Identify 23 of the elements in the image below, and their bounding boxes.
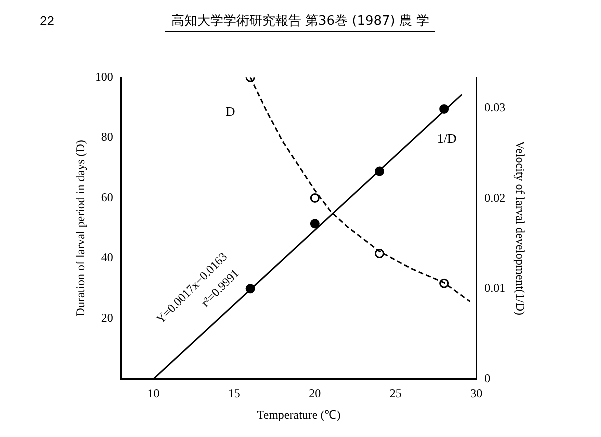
y-tick-label: 100	[95, 70, 114, 84]
text: 22	[40, 14, 54, 29]
x-axis-title: Temperature (℃)	[257, 408, 341, 422]
x-tick-label: 10	[148, 386, 160, 401]
y2-tick-label: 0.03	[484, 100, 506, 114]
x-tick-label: 15	[228, 386, 240, 401]
series-label: 1/D	[437, 131, 457, 146]
y2-axis-title: Velocity of larval development(1/D)	[514, 141, 528, 316]
point	[310, 219, 320, 229]
y-tick-label: 20	[101, 311, 114, 326]
y-axis-title: Duration of larval period in days (D)	[73, 140, 88, 317]
x-tick-label: 30	[470, 386, 483, 401]
y-tick-label: 40	[101, 250, 114, 265]
y2-tick-label: 0.02	[484, 190, 506, 205]
y2-tick-label: 0	[484, 371, 491, 386]
y-tick-label: 80	[101, 130, 114, 144]
chart-title: 高知大学学術研究報告 第36巻 (1987) 農 学	[171, 13, 430, 30]
y-tick-label: 60	[101, 190, 114, 204]
point	[310, 193, 320, 203]
x-tick-label: 20	[309, 386, 322, 401]
series-label: D	[226, 104, 236, 120]
x-tick-label: 25	[390, 386, 402, 401]
y2-tick-label: 0.01	[484, 281, 506, 296]
